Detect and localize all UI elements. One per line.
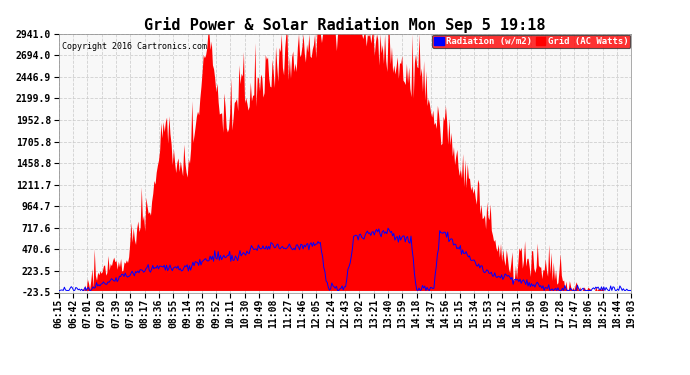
Text: Copyright 2016 Cartronics.com: Copyright 2016 Cartronics.com (61, 42, 206, 51)
Legend: Radiation (w/m2), Grid (AC Watts): Radiation (w/m2), Grid (AC Watts) (432, 34, 631, 48)
Title: Grid Power & Solar Radiation Mon Sep 5 19:18: Grid Power & Solar Radiation Mon Sep 5 1… (144, 16, 546, 33)
